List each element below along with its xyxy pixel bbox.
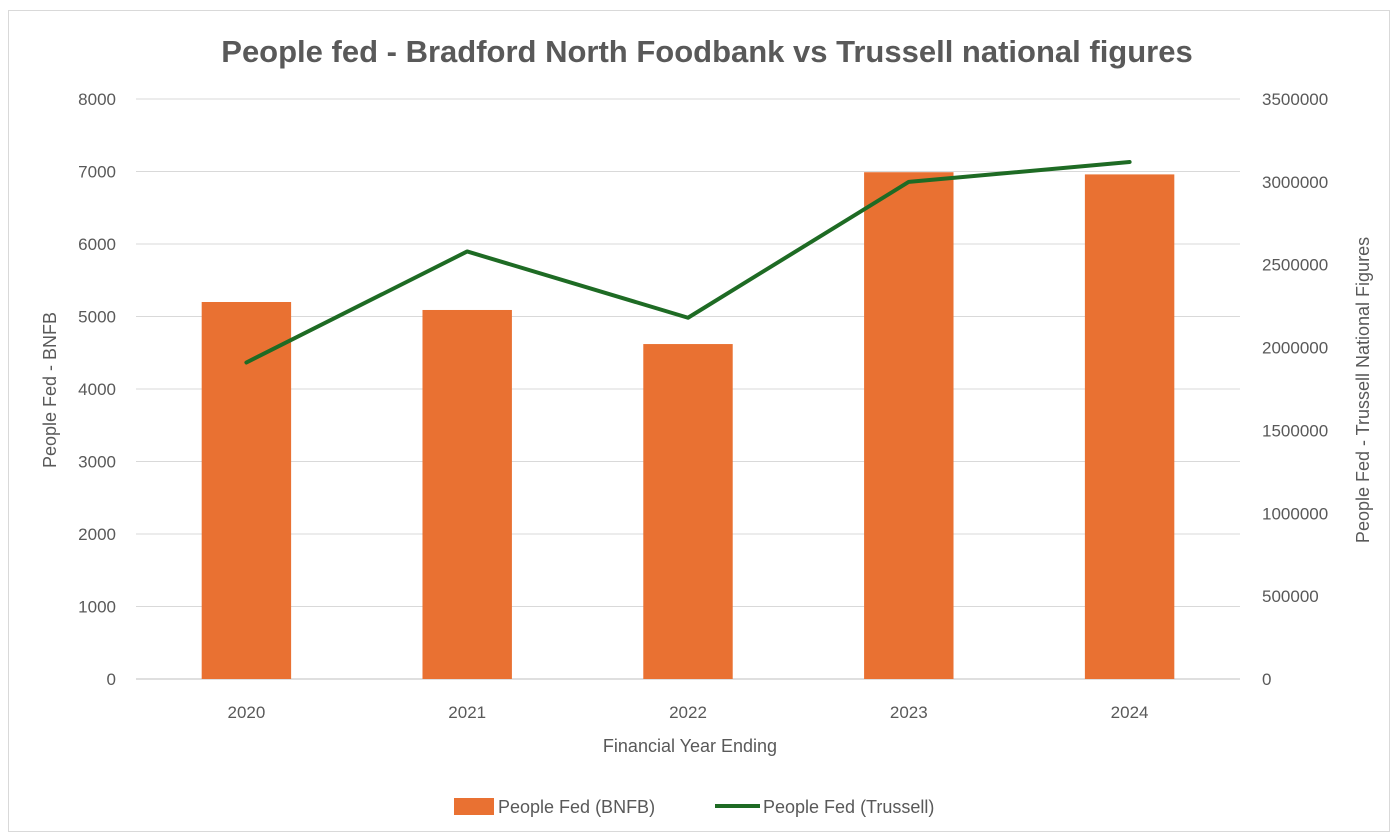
left-tick-label: 4000 [78, 380, 116, 399]
left-axis-ticks: 0 1000 2000 3000 4000 5000 6000 7000 8000 [78, 90, 116, 689]
trussell-line [244, 159, 1132, 365]
right-tick-label: 2000000 [1262, 339, 1328, 358]
x-axis-title: Financial Year Ending [603, 736, 777, 756]
left-tick-label: 7000 [78, 163, 116, 182]
x-tick-label: 2022 [669, 703, 707, 722]
line-series [244, 159, 1132, 365]
left-tick-label: 2000 [78, 525, 116, 544]
right-axis-ticks: 0 500000 1000000 1500000 2000000 2500000 30000… [1262, 90, 1328, 689]
right-axis-title: People Fed - Trussell National Figures [1353, 237, 1373, 543]
left-tick-label: 1000 [78, 598, 116, 617]
legend-swatch-bnfb [454, 798, 494, 815]
legend-label-bnfb: People Fed (BNFB) [498, 797, 655, 817]
x-tick-label: 2020 [227, 703, 265, 722]
x-tick-label: 2024 [1111, 703, 1149, 722]
right-tick-label: 500000 [1262, 587, 1319, 606]
left-axis-title: People Fed - BNFB [40, 312, 60, 468]
x-tick-label: 2023 [890, 703, 928, 722]
right-tick-label: 3500000 [1262, 90, 1328, 109]
right-tick-label: 1500000 [1262, 421, 1328, 440]
right-tick-label: 0 [1262, 670, 1271, 689]
x-axis-ticks: 2020 2021 2022 2023 2024 [227, 703, 1148, 722]
bar-2020 [201, 302, 292, 679]
legend: People Fed (BNFB) People Fed (Trussell) [454, 797, 934, 817]
right-tick-label: 1000000 [1262, 504, 1328, 523]
x-tick-label: 2021 [448, 703, 486, 722]
bar-2021 [422, 309, 512, 679]
chart-title: People fed - Bradford North Foodbank vs … [221, 34, 1192, 69]
right-tick-label: 2500000 [1262, 256, 1328, 275]
bar-2022 [643, 344, 733, 679]
right-tick-label: 3000000 [1262, 173, 1328, 192]
left-tick-label: 8000 [78, 90, 116, 109]
bar-series [201, 172, 1175, 679]
left-tick-label: 0 [107, 670, 116, 689]
legend-label-trussell: People Fed (Trussell) [763, 797, 934, 817]
left-tick-label: 6000 [78, 235, 116, 254]
left-tick-label: 5000 [78, 308, 116, 327]
bar-2024 [1084, 174, 1175, 679]
left-tick-label: 3000 [78, 453, 116, 472]
bar-2023 [864, 172, 954, 679]
